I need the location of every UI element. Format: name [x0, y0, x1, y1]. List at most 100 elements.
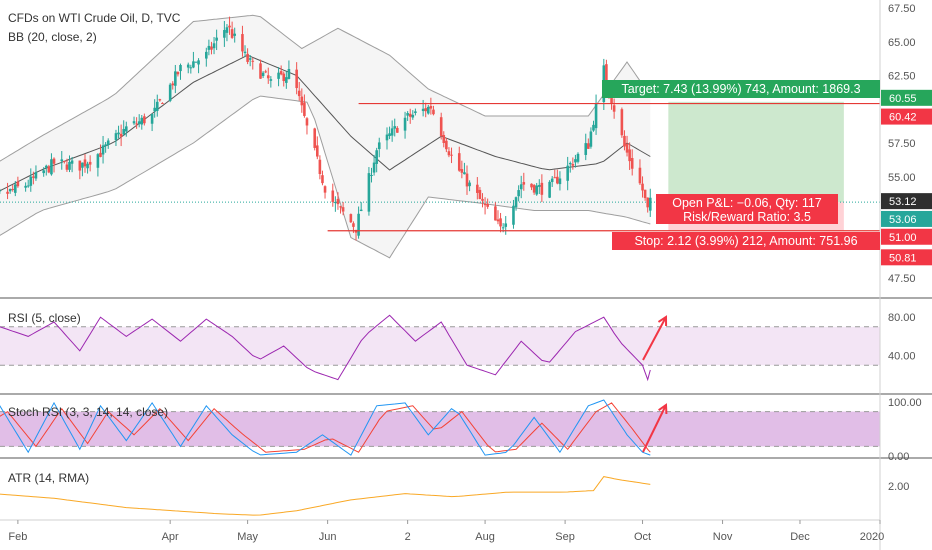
time-tick-label: Nov: [713, 531, 733, 543]
atr-indicator-label[interactable]: ATR (14, RMA): [8, 471, 89, 485]
candle-body: [277, 72, 280, 79]
atr-line: [0, 476, 651, 516]
candle-body: [158, 99, 162, 101]
price-tag: [881, 228, 932, 245]
stoch-up-arrow[interactable]: [642, 404, 667, 453]
price-tick-label: 47.50: [888, 273, 916, 285]
candle-body: [65, 164, 69, 170]
bb-indicator-label[interactable]: BB (20, close, 2): [8, 30, 97, 44]
candle-body: [550, 178, 554, 183]
candle-body: [334, 202, 337, 204]
candle-body: [628, 149, 631, 162]
candle-body: [29, 176, 33, 186]
candle-body: [321, 175, 324, 184]
candle-body: [86, 163, 89, 169]
candle-body: [641, 183, 644, 191]
candle-body: [81, 162, 84, 168]
candle-body: [266, 75, 270, 79]
candle-body: [68, 161, 71, 170]
candle-body: [24, 185, 27, 188]
candle-body: [499, 218, 502, 227]
candle-body: [620, 109, 624, 136]
candle-body: [161, 103, 164, 105]
stoch-tick-label: 100.00: [888, 397, 922, 409]
candle-body: [34, 172, 38, 179]
candle-body: [463, 172, 466, 175]
candle-body: [566, 165, 569, 181]
candle-body: [269, 79, 273, 81]
rsi-up-arrow-head: [657, 315, 668, 327]
candle-body: [63, 160, 66, 162]
candle-body: [16, 181, 20, 187]
candle-body: [429, 105, 433, 109]
candle-body: [612, 105, 616, 112]
candle-body: [101, 145, 105, 155]
candle-body: [610, 95, 613, 104]
candle-body: [315, 145, 319, 157]
candle-body: [468, 182, 471, 187]
rsi-line: [0, 314, 651, 382]
candle-body: [106, 140, 110, 146]
candle-body: [52, 158, 56, 164]
candle-body: [352, 223, 355, 227]
candle-body: [114, 133, 118, 141]
candle-body: [179, 65, 182, 72]
candle-body: [375, 150, 378, 164]
time-tick-label: Sep: [555, 531, 575, 543]
target-label-box-text: Target: 7.43 (13.99%) 743, Amount: 1869.…: [621, 82, 860, 96]
candle-body: [153, 107, 156, 112]
candle-body: [393, 126, 397, 129]
annotation-arrows[interactable]: [642, 315, 668, 453]
candle-body: [571, 164, 575, 166]
pnl-label-box-text: Risk/Reward Ratio: 3.5: [683, 210, 811, 224]
candle-body: [251, 60, 255, 62]
candle-body: [519, 184, 523, 190]
candle-body: [132, 121, 136, 124]
position-labels: Target: 7.43 (13.99%) 743, Amount: 1869.…: [602, 80, 880, 250]
candle-body: [223, 30, 226, 38]
candle-body: [176, 71, 180, 75]
candle-body: [514, 197, 518, 208]
stoch-rsi-indicator-label[interactable]: Stoch RSI (3, 3, 14, 14, close): [8, 405, 168, 419]
candle-body: [584, 143, 588, 155]
stop-label-box[interactable]: Stop: 2.12 (3.99%) 212, Amount: 751.96: [612, 232, 880, 250]
candle-body: [264, 71, 267, 73]
indicator-bands: [0, 326, 880, 447]
candle-body: [359, 209, 363, 212]
candle-body: [197, 60, 200, 65]
target-zone[interactable]: [668, 101, 844, 203]
time-tick-label: Feb: [8, 531, 27, 543]
candle-body: [230, 29, 234, 38]
price-tick-label: 55.00: [888, 172, 916, 184]
time-axis[interactable]: Feb Apr May Jun 2 Aug Sep Oct Nov Dec 2020: [8, 520, 884, 543]
candle-body: [305, 118, 309, 126]
candle-body: [432, 109, 435, 115]
target-label-box[interactable]: Target: 7.43 (13.99%) 743, Amount: 1869.…: [602, 80, 880, 98]
candle-body: [535, 185, 539, 195]
candle-body: [558, 178, 562, 185]
candle-body: [517, 190, 520, 197]
candle-body: [70, 160, 74, 164]
candle-body: [349, 214, 353, 223]
candle-body: [104, 144, 107, 146]
candle-body: [140, 117, 144, 125]
candle-body: [50, 159, 53, 175]
price-axis[interactable]: 67.50 65.00 62.50 57.50 55.00 47.50 80.00 40.00…: [888, 3, 922, 493]
candle-body: [481, 198, 484, 201]
horizontal-levels[interactable]: [327, 102, 880, 232]
candle-body: [6, 191, 9, 194]
candle-body: [44, 165, 48, 168]
candle-body: [13, 184, 17, 193]
candle-body: [150, 114, 154, 124]
rsi-up-arrow[interactable]: [642, 316, 667, 361]
candle-body: [367, 173, 371, 212]
candle-body: [295, 69, 298, 89]
rsi-band: [0, 326, 880, 366]
rsi-indicator-label[interactable]: RSI (5, close): [8, 311, 81, 325]
target-label-box-bg: [602, 80, 880, 98]
candle-body: [587, 143, 590, 149]
candle-body: [117, 132, 120, 135]
price-tick-label: 67.50: [888, 3, 916, 15]
